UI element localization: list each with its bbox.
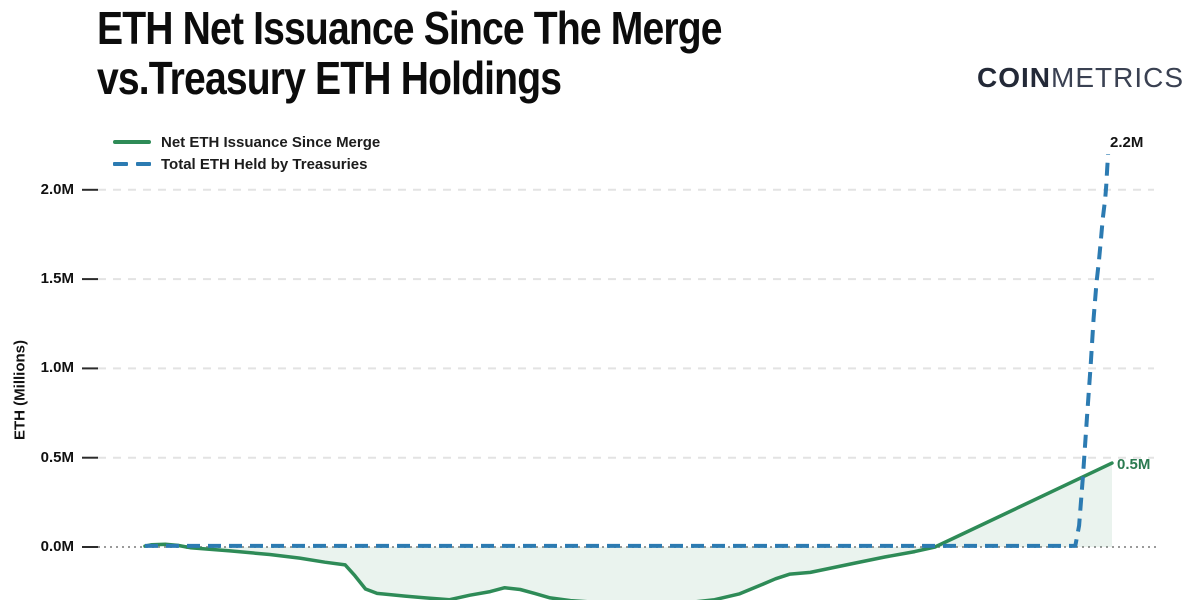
y-tick-label: 0.5M (40, 448, 74, 466)
legend-label-net-issuance: Net ETH Issuance Since Merge (161, 133, 381, 151)
green-solid-line-swatch (113, 140, 151, 144)
coinmetrics-logo: COINMETRICS (977, 62, 1184, 94)
issuance-end-value-label: 0.5M (1117, 456, 1151, 473)
net-issuance-area-positive (186, 463, 1112, 600)
legend-label-treasuries: Total ETH Held by Treasuries (161, 155, 368, 173)
y-tick-label: 2.0M (40, 180, 74, 198)
net-issuance-line-positive (184, 461, 1114, 600)
y-tick-label: 1.0M (40, 359, 74, 377)
page-title: ETH Net Issuance Since The Merge vs.Treas… (97, 2, 723, 104)
chart-legend: Net ETH Issuance Since Merge Total ETH H… (113, 131, 380, 175)
treasury-end-value-label: 2.2M (1110, 134, 1144, 151)
title-line-2: vs.Treasury ETH Holdings (97, 51, 562, 104)
legend-item-treasuries: Total ETH Held by Treasuries (113, 153, 380, 175)
treasury-line (145, 153, 1111, 548)
blue-dashed-line-swatch (113, 162, 151, 166)
title-line-1: ETH Net Issuance Since The Merge (97, 2, 723, 54)
y-tick-label: 0.0M (40, 538, 74, 555)
logo-metrics: METRICS (1051, 62, 1184, 93)
legend-item-net-issuance: Net ETH Issuance Since Merge (113, 131, 380, 153)
logo-coin: COIN (977, 62, 1051, 93)
y-tick-label: 1.5M (40, 270, 74, 288)
